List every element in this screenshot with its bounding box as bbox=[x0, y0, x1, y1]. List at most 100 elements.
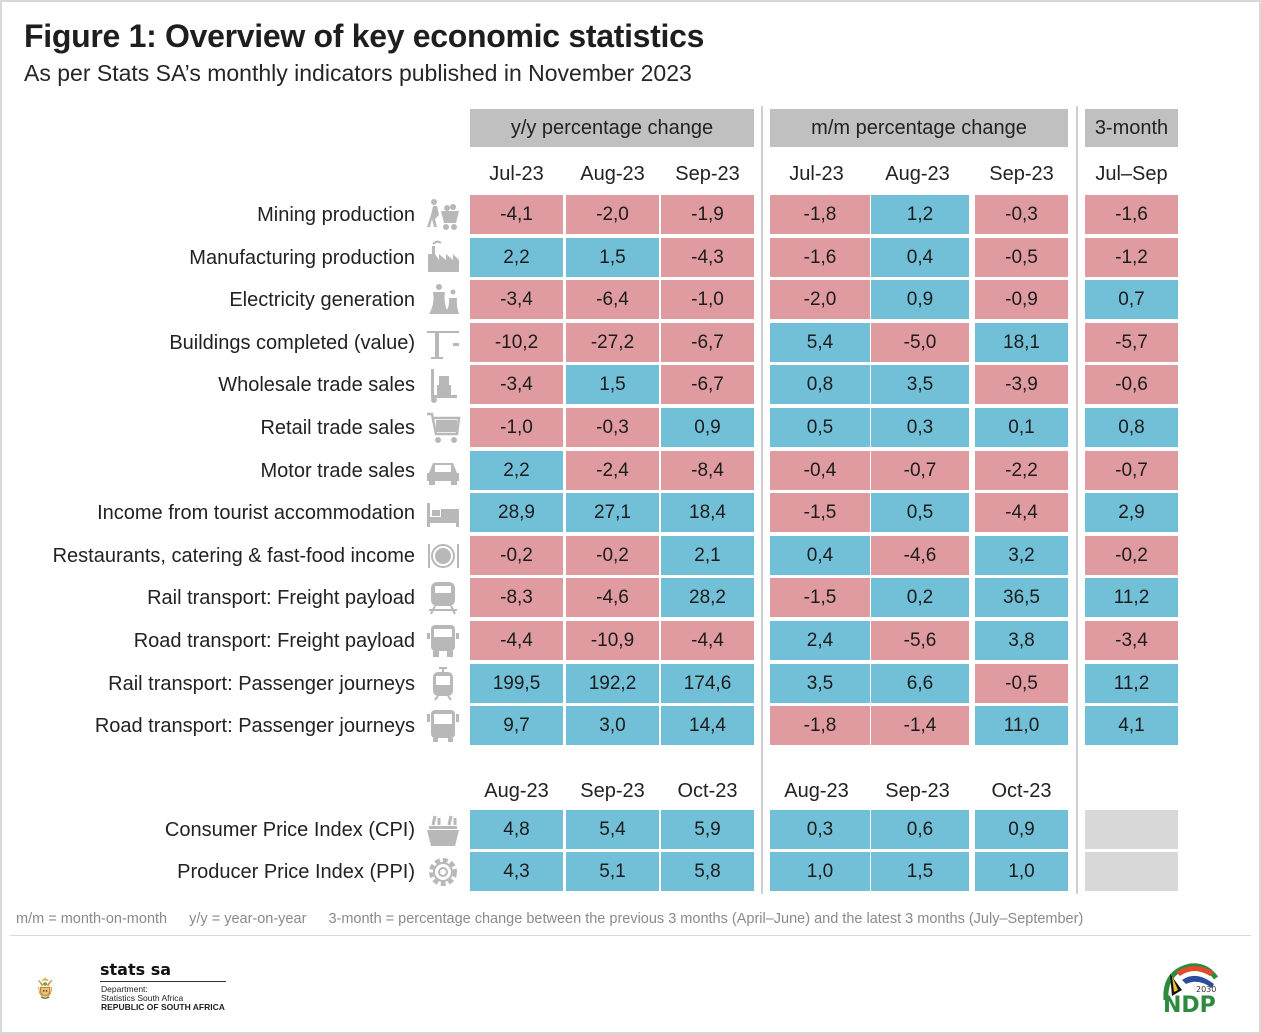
yy-cell: 5,8 bbox=[661, 852, 754, 891]
row-label: Restaurants, catering & fast-food income bbox=[52, 545, 415, 567]
divider-yy-mm bbox=[761, 106, 763, 894]
yy-cell: 174,6 bbox=[661, 664, 754, 703]
yy-cell: 28,2 bbox=[661, 578, 754, 617]
three-month-cell: 11,2 bbox=[1085, 664, 1178, 703]
column-header-yy: Sep-23 bbox=[675, 163, 740, 185]
figure-subtitle: As per Stats SA’s monthly indicators pub… bbox=[24, 60, 692, 86]
column-header-yy: Jul-23 bbox=[489, 163, 544, 185]
three-month-cell: 0,8 bbox=[1085, 408, 1178, 447]
yy-cell: 199,5 bbox=[470, 664, 563, 703]
mm-cell: 36,5 bbox=[975, 578, 1068, 617]
yy-cell: -3,4 bbox=[470, 280, 563, 319]
group-header-yy: y/y percentage change bbox=[470, 109, 754, 147]
yy-cell: 2,2 bbox=[470, 238, 563, 277]
row-label: Retail trade sales bbox=[260, 417, 415, 439]
yy-cell: -4,1 bbox=[470, 195, 563, 234]
yy-cell: 27,1 bbox=[566, 493, 659, 532]
coat-of-arms-logo bbox=[37, 977, 53, 999]
three-month-cell: -1,2 bbox=[1085, 238, 1178, 277]
yy-cell: 28,9 bbox=[470, 493, 563, 532]
yy-cell: -6,4 bbox=[566, 280, 659, 319]
wordmark-rule bbox=[100, 981, 226, 982]
column-header-mm: Aug-23 bbox=[885, 163, 950, 185]
column-header-mm: Sep-23 bbox=[989, 163, 1054, 185]
footnote-yy: y/y = year-on-year bbox=[189, 911, 307, 927]
truck-icon bbox=[427, 625, 459, 657]
mm-cell: 3,5 bbox=[871, 365, 969, 404]
mm-cell: -1,8 bbox=[770, 195, 870, 234]
mm-cell: -2,2 bbox=[975, 451, 1068, 490]
mm-cell: 18,1 bbox=[975, 323, 1068, 362]
yy-cell: -2,0 bbox=[566, 195, 659, 234]
mm-cell: 1,0 bbox=[770, 852, 870, 891]
yy-cell: -4,6 bbox=[566, 578, 659, 617]
miner-cart-icon bbox=[427, 199, 459, 230]
footnote-mm: m/m = month-on-month bbox=[16, 911, 168, 927]
mm-cell: -4,6 bbox=[871, 536, 969, 575]
mm-cell: 11,0 bbox=[975, 706, 1068, 745]
yy-cell: 192,2 bbox=[566, 664, 659, 703]
mm-cell: -2,0 bbox=[770, 280, 870, 319]
mm-cell: -0,7 bbox=[871, 451, 969, 490]
mm-cell: 0,9 bbox=[871, 280, 969, 319]
mm-cell: 0,2 bbox=[871, 578, 969, 617]
price-column-header-yy: Oct-23 bbox=[677, 780, 738, 802]
figure-title: Figure 1: Overview of key economic stati… bbox=[24, 18, 705, 54]
mm-cell: -0,5 bbox=[975, 238, 1068, 277]
mm-cell: -1,5 bbox=[770, 578, 870, 617]
price-column-header-mm: Sep-23 bbox=[885, 780, 950, 802]
three-month-cell: 0,7 bbox=[1085, 280, 1178, 319]
three-month-cell: -5,7 bbox=[1085, 323, 1178, 362]
dept-name: Statistics South Africa bbox=[101, 993, 184, 1003]
factory-icon bbox=[428, 240, 459, 272]
yy-cell: -8,4 bbox=[661, 451, 754, 490]
price-column-header-yy: Sep-23 bbox=[580, 780, 645, 802]
row-label: Rail transport: Passenger journeys bbox=[108, 673, 415, 695]
mm-cell: 6,6 bbox=[871, 664, 969, 703]
three-month-cell: 11,2 bbox=[1085, 578, 1178, 617]
yy-cell: -0,3 bbox=[566, 408, 659, 447]
yy-cell: -10,2 bbox=[470, 323, 563, 362]
ndp-text: NDP bbox=[1163, 993, 1216, 1015]
mm-cell: 1,5 bbox=[871, 852, 969, 891]
mm-cell: -1,6 bbox=[770, 238, 870, 277]
gear-icon bbox=[429, 858, 457, 886]
stats-sa-wordmark: stats sa bbox=[100, 960, 172, 979]
column-header-3month: Jul–Sep bbox=[1095, 163, 1168, 185]
yy-cell: 18,4 bbox=[661, 493, 754, 532]
mm-cell: 3,5 bbox=[770, 664, 870, 703]
mm-cell: -1,5 bbox=[770, 493, 870, 532]
three-month-cell: -1,6 bbox=[1085, 195, 1178, 234]
grocery-basket-icon bbox=[427, 815, 459, 846]
three-month-cell: -3,4 bbox=[1085, 621, 1178, 660]
mm-cell: 3,8 bbox=[975, 621, 1068, 660]
yy-cell: 0,9 bbox=[661, 408, 754, 447]
row-label: Buildings completed (value) bbox=[169, 332, 415, 354]
yy-cell: 2,2 bbox=[470, 451, 563, 490]
ndp-2030-logo: 2030 NDP bbox=[1163, 963, 1219, 1015]
row-label: Rail transport: Freight payload bbox=[147, 587, 415, 609]
yy-cell: -0,2 bbox=[566, 536, 659, 575]
price-column-header-mm: Aug-23 bbox=[784, 780, 849, 802]
row-label: Road transport: Passenger journeys bbox=[94, 715, 415, 737]
locomotive-icon bbox=[429, 582, 457, 615]
row-label: Motor trade sales bbox=[260, 460, 415, 482]
mm-cell: 0,3 bbox=[871, 408, 969, 447]
ndp-year: 2030 bbox=[1196, 985, 1216, 994]
yy-cell: 4,8 bbox=[470, 810, 563, 849]
plate-cutlery-icon bbox=[428, 544, 459, 568]
yy-cell: 5,9 bbox=[661, 810, 754, 849]
mm-cell: -3,9 bbox=[975, 365, 1068, 404]
mm-cell: -5,0 bbox=[871, 323, 969, 362]
column-header-mm: Jul-23 bbox=[789, 163, 844, 185]
mm-cell: 3,2 bbox=[975, 536, 1068, 575]
mm-cell: 0,4 bbox=[770, 536, 870, 575]
yy-cell: 5,4 bbox=[566, 810, 659, 849]
hand-truck-icon bbox=[431, 369, 457, 403]
row-label: Manufacturing production bbox=[189, 247, 415, 269]
three-month-cell: 2,9 bbox=[1085, 493, 1178, 532]
three-month-cell: 4,1 bbox=[1085, 706, 1178, 745]
row-label: Income from tourist accommodation bbox=[97, 502, 415, 524]
yy-cell: -1,9 bbox=[661, 195, 754, 234]
yy-cell: -1,0 bbox=[470, 408, 563, 447]
